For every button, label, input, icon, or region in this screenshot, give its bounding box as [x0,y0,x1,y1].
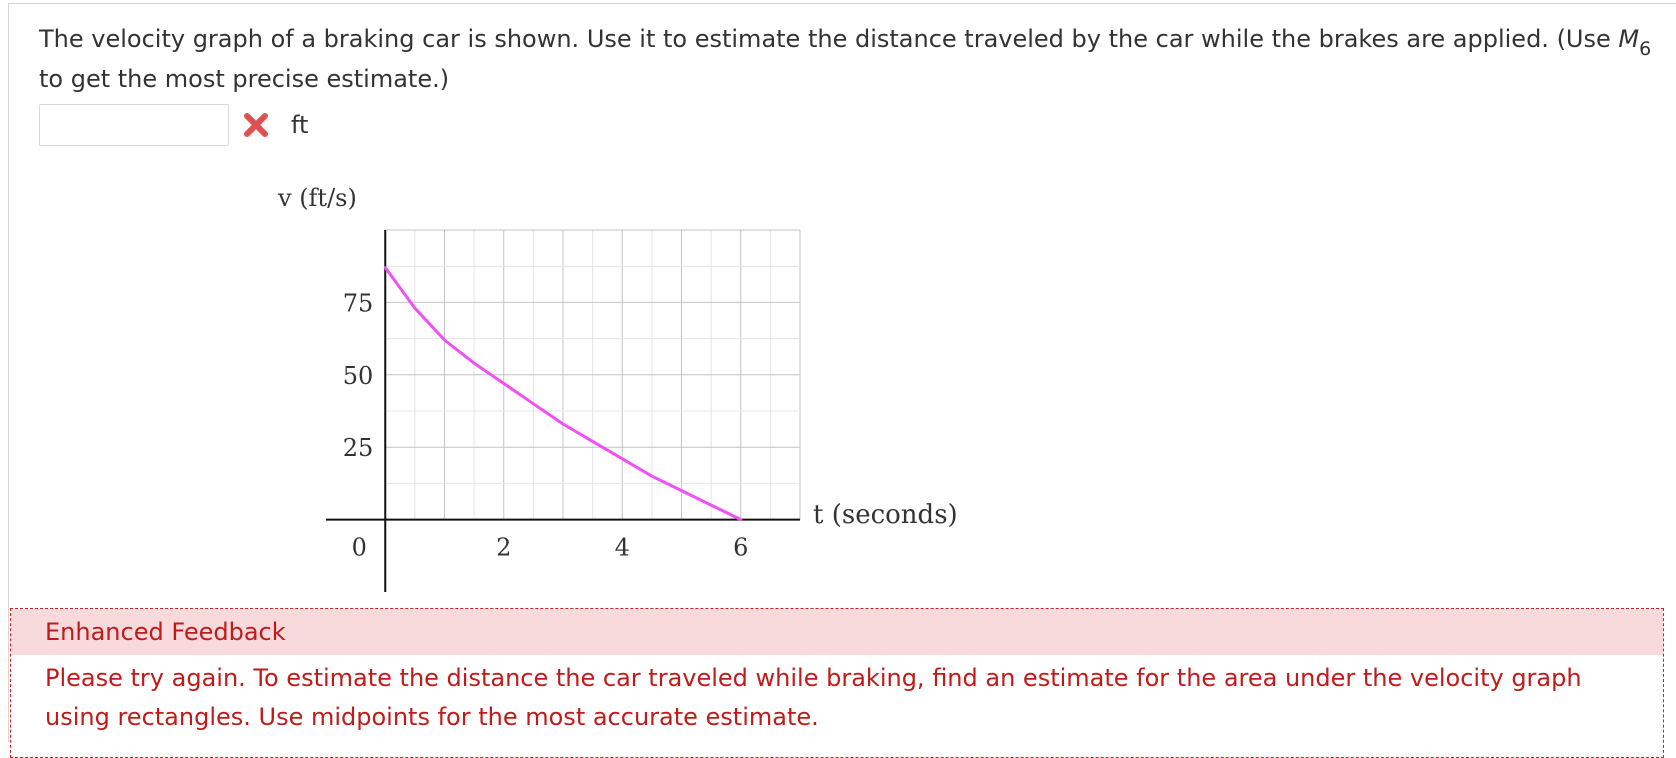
graph-tick-labels: 0 2 4 6 25 50 75 [343,289,749,561]
velocity-curve [383,266,743,522]
x-tick-label: 6 [733,534,748,562]
answer-unit: ft [291,111,309,139]
y-tick-label: 25 [343,434,374,462]
velocity-graph: 0 2 4 6 25 50 75 v (ft/s) t (seconds) [277,184,958,592]
y-axis-label: v (ft/s) [277,184,357,212]
x-tick-label: 4 [615,534,630,562]
red-x-icon [243,112,269,138]
math-symbol: M [1618,25,1640,53]
frame-top-border [8,3,1676,4]
question-text-after: to get the most precise estimate.) [39,65,450,93]
y-tick-label: 50 [343,362,374,390]
y-tick-label: 75 [343,289,374,317]
answer-input[interactable] [39,104,229,146]
math-subscript: 6 [1639,38,1652,60]
x-axis-label: t (seconds) [813,500,958,530]
question-text: The velocity graph of a braking car is s… [39,19,1659,99]
graph-grid [384,229,801,521]
graph-axes [326,230,800,592]
graph-series [383,266,743,522]
frame-left-border [8,3,9,742]
question-text-before: The velocity graph of a braking car is s… [39,25,1619,53]
answer-row: ft [39,103,308,147]
x-tick-label: 2 [496,534,511,562]
x-tick-label: 0 [352,534,367,562]
feedback-title: Enhanced Feedback [11,609,1663,655]
enhanced-feedback-panel: Enhanced Feedback Please try again. To e… [10,608,1664,758]
feedback-body: Please try again. To estimate the distan… [45,664,1582,731]
